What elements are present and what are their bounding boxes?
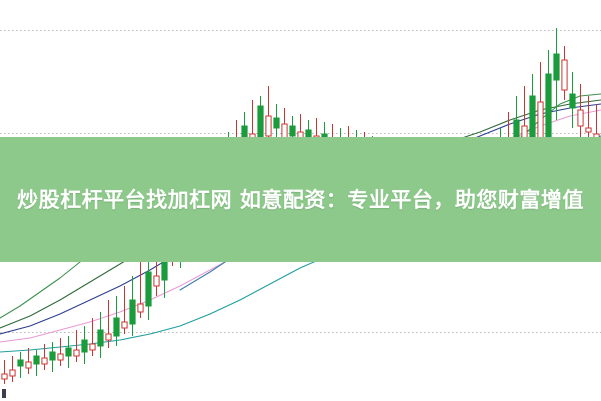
candle-5 — [41, 344, 48, 370]
candle-body — [1, 373, 8, 380]
candle-13 — [105, 300, 112, 348]
candle-body — [49, 351, 56, 361]
candle-body — [9, 369, 16, 377]
candle-body — [65, 347, 72, 357]
candle-2 — [17, 352, 24, 378]
candle-body — [561, 59, 568, 91]
candle-11 — [89, 318, 96, 356]
candle-7 — [57, 338, 64, 366]
candle-1 — [9, 356, 16, 382]
candle-body — [577, 109, 584, 127]
promo-overlay-text: 炒股杠杆平台找加杠网 如意配资：专业平台，助您财富增值 — [17, 187, 584, 212]
candle-body — [137, 303, 144, 313]
candle-4 — [33, 350, 40, 376]
promo-overlay-banner: 炒股杠杆平台找加杠网 如意配资：专业平台，助您财富增值 — [0, 137, 601, 262]
candle-body — [129, 299, 136, 325]
candle-body — [569, 93, 576, 109]
candle-body — [153, 275, 160, 287]
candle-body — [105, 333, 112, 341]
candle-body — [25, 361, 32, 369]
candle-body — [113, 317, 120, 337]
candle-69 — [553, 28, 560, 120]
candle-body — [57, 353, 64, 361]
candle-16 — [129, 276, 136, 336]
candle-body — [89, 343, 96, 351]
candle-14 — [113, 296, 120, 346]
candle-body — [41, 357, 48, 365]
candle-12 — [97, 312, 104, 358]
candle-9 — [73, 330, 80, 362]
candle-body — [585, 127, 592, 133]
candle-72 — [577, 84, 584, 140]
candle-body — [121, 321, 128, 329]
candle-body — [265, 115, 272, 137]
candle-body — [145, 271, 152, 307]
candle-10 — [81, 326, 88, 364]
candle-8 — [65, 336, 72, 368]
candle-body — [553, 53, 560, 81]
candle-body — [289, 125, 296, 137]
candle-body — [273, 117, 280, 129]
candle-6 — [49, 342, 56, 372]
candle-0 — [1, 360, 8, 384]
candle-71 — [569, 72, 576, 128]
candle-body — [97, 329, 104, 347]
candle-body — [73, 349, 80, 357]
candle-17 — [137, 262, 144, 318]
candle-3 — [25, 348, 32, 374]
axis-tick-mark — [2, 389, 6, 398]
candle-body — [17, 359, 24, 367]
candle-body — [81, 339, 88, 353]
candle-body — [545, 73, 552, 141]
candle-70 — [561, 46, 568, 100]
candle-33 — [265, 86, 272, 142]
candle-15 — [121, 286, 128, 334]
candle-body — [33, 355, 40, 365]
